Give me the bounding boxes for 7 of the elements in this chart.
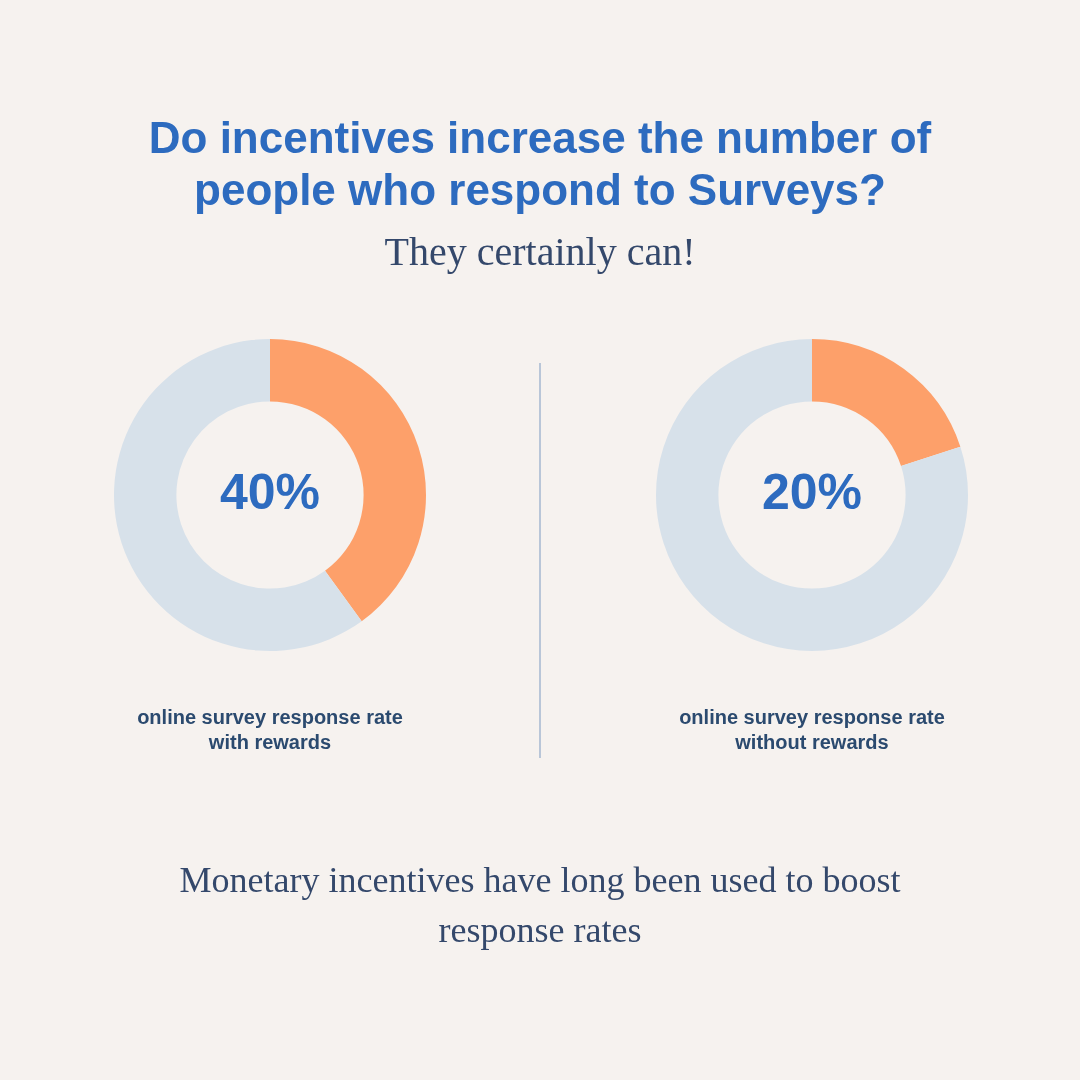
text: They certainly can!	[383, 228, 697, 275]
data-label: 40%	[219, 463, 321, 520]
text: online survey response rate with rewards	[136, 705, 404, 755]
text: Monetary incentives have long been used to boost response rates	[178, 859, 902, 952]
text: Do incentives increase the number of people who respond to Surveys?	[147, 112, 933, 216]
data-label: 20%	[761, 463, 863, 520]
text: online survey response rate without rewards	[678, 705, 946, 755]
